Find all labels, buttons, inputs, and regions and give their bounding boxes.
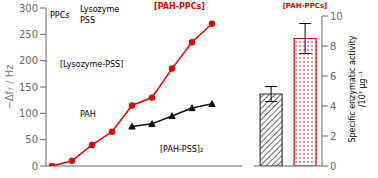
svg-text:8: 8 xyxy=(330,41,336,52)
html-text:[Lysozyme-PSS]: [Lysozyme-PSS] xyxy=(60,60,124,69)
html-text:[PAH-PSS]₂: [PAH-PSS]₂ xyxy=(160,145,204,154)
html-text:PPCs: PPCs xyxy=(50,11,70,20)
svg-text:2: 2 xyxy=(330,131,336,142)
html-text:[PAH-PPCs]: [PAH-PPCs] xyxy=(282,2,328,10)
svg-text:0: 0 xyxy=(32,161,38,172)
html-text:PAH: PAH xyxy=(80,110,96,119)
svg-text:50: 50 xyxy=(25,134,38,145)
svg-text:150: 150 xyxy=(19,82,38,93)
html-text:PSS: PSS xyxy=(80,16,95,25)
html-text:/10³ μg⁻¹: /10³ μg⁻¹ xyxy=(358,70,367,108)
svg-text:10: 10 xyxy=(330,11,343,22)
svg-text:250: 250 xyxy=(19,29,38,40)
svg-text:300: 300 xyxy=(19,3,38,14)
svg-text:6: 6 xyxy=(330,71,336,82)
svg-text:−Δf₇ / Hz: −Δf₇ / Hz xyxy=(8,64,15,109)
svg-text:4: 4 xyxy=(330,101,336,112)
html-text:Specific enzymatic activity: Specific enzymatic activity xyxy=(348,35,357,143)
svg-text:100: 100 xyxy=(19,108,38,119)
svg-text:200: 200 xyxy=(19,55,38,66)
html-text:[PAH-PPCs]: [PAH-PPCs] xyxy=(154,2,205,11)
html-text:Lysozyme: Lysozyme xyxy=(80,5,120,14)
svg-text:0: 0 xyxy=(330,161,336,172)
